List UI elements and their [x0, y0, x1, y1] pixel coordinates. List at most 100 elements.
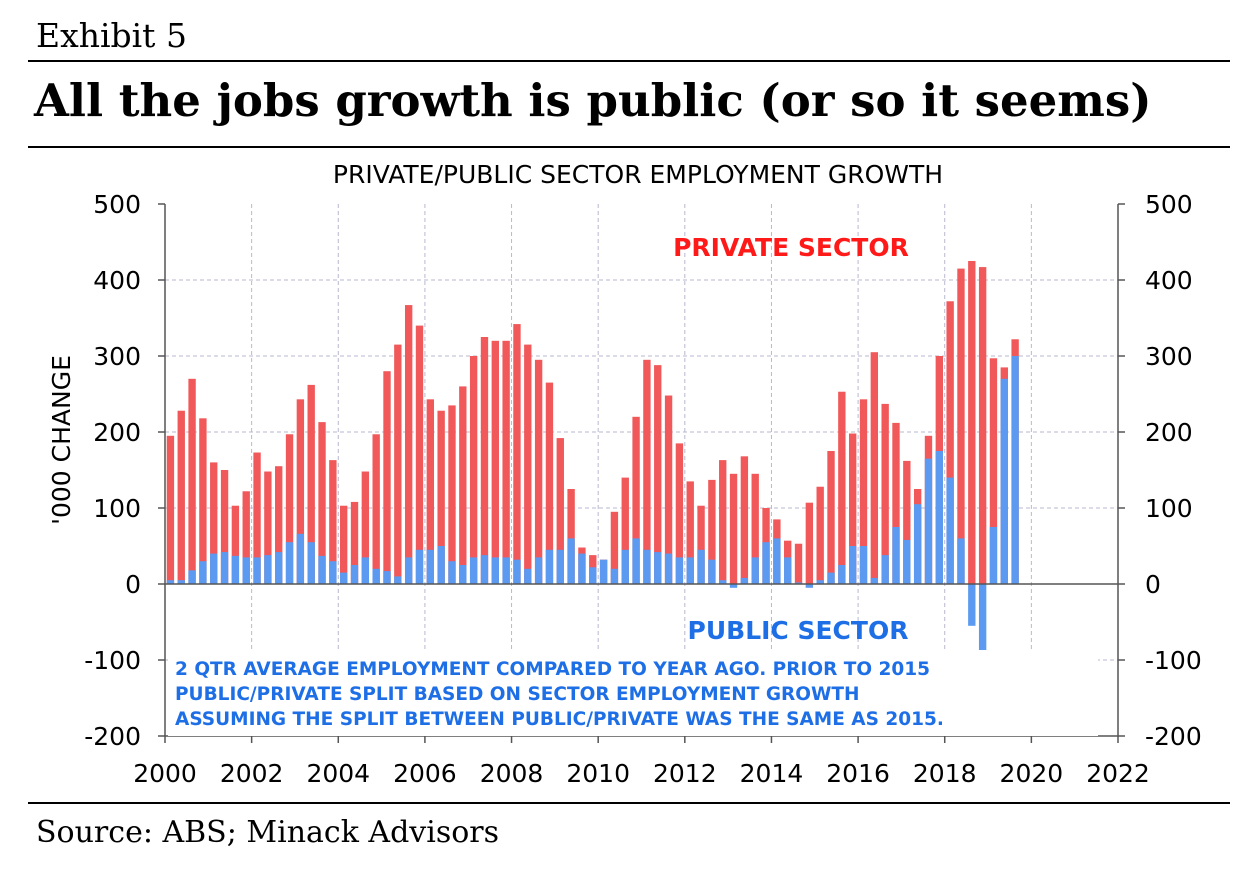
chart-title: PRIVATE/PUBLIC SECTOR EMPLOYMENT GROWTH [333, 160, 943, 189]
private-bar [166, 435, 175, 584]
private-bar [957, 268, 965, 584]
private-bar [610, 511, 619, 584]
public-bar [870, 577, 879, 584]
private-bar [827, 451, 835, 584]
private-bar [480, 337, 489, 584]
private-bar [838, 391, 846, 584]
public-bar [340, 572, 348, 584]
private-bar [502, 340, 510, 584]
x-tick-label: 2020 [1000, 759, 1064, 788]
public-bar [978, 584, 987, 657]
public-bar [231, 555, 240, 584]
footer-rule [28, 802, 1230, 804]
private-bar [372, 434, 380, 584]
y-tick-label-right: 300 [1145, 342, 1193, 371]
private-bar [903, 460, 911, 584]
public-bar [794, 582, 803, 584]
private-bar [848, 433, 857, 584]
public-bar [643, 549, 651, 584]
x-tick-label: 2016 [826, 759, 890, 788]
y-tick-label-left: 200 [93, 418, 141, 447]
public-bar [177, 580, 185, 584]
note-background [168, 650, 1098, 736]
public-bar [448, 561, 456, 584]
public-bar [589, 567, 597, 584]
private-bar [556, 438, 564, 584]
private-bar [892, 422, 900, 584]
y-tick-label-right: 100 [1145, 494, 1193, 523]
private-bar [350, 501, 359, 584]
private-bar [740, 456, 749, 584]
public-bar [740, 577, 749, 584]
private-bar [697, 505, 705, 584]
public-bar [491, 557, 499, 584]
public-bar [404, 557, 413, 584]
private-bar [296, 399, 305, 584]
public-bar [394, 576, 402, 584]
private-bar [664, 395, 673, 584]
private-bar [567, 489, 575, 584]
public-bar [372, 568, 380, 584]
x-tick-label: 2006 [393, 759, 457, 788]
y-tick-label-right: 200 [1145, 418, 1193, 447]
private-bar [426, 399, 435, 584]
public-bar [264, 555, 272, 584]
private-bar [989, 358, 998, 584]
public-bar [751, 557, 759, 584]
private-bar [307, 384, 315, 584]
public-bar [989, 527, 998, 584]
y-tick-label-right: -200 [1145, 722, 1202, 751]
public-bar [697, 549, 705, 584]
public-bar [848, 546, 857, 584]
private-bar [177, 410, 185, 584]
top-rule [28, 60, 1230, 62]
x-tick-label: 2012 [653, 759, 717, 788]
public-bar [903, 539, 911, 584]
public-bar [361, 557, 370, 584]
public-bar [599, 559, 608, 584]
public-bar [805, 584, 814, 588]
source-note: Source: ABS; Minack Advisors [36, 815, 500, 850]
public-bar [469, 557, 478, 584]
private-bar [264, 471, 272, 584]
y-tick-label-left: 100 [93, 494, 141, 523]
public-bar [307, 542, 315, 584]
private-bar [404, 305, 413, 584]
public-bar [220, 552, 229, 584]
note-line-1: 2 QTR AVERAGE EMPLOYMENT COMPARED TO YEA… [175, 659, 930, 680]
private-bar [794, 543, 803, 584]
public-bar [610, 568, 619, 584]
y-tick-label-right: 400 [1145, 266, 1193, 295]
private-bar [199, 418, 207, 584]
public-bar [838, 565, 846, 584]
public-bar [318, 555, 326, 584]
public-bar [502, 557, 510, 584]
private-bar [340, 505, 348, 584]
public-bar [188, 570, 196, 584]
public-bar [350, 565, 359, 584]
private-bar [968, 261, 976, 584]
y-tick-label-left: 400 [93, 266, 141, 295]
private-bar [448, 405, 456, 584]
private-bar [210, 462, 218, 584]
private-bar [469, 356, 478, 584]
public-bar [654, 552, 662, 584]
x-tick-label: 2022 [1086, 759, 1150, 788]
public-bar [881, 555, 889, 584]
public-bar [383, 571, 391, 584]
public-bar [892, 527, 900, 584]
private-bar [729, 473, 738, 584]
public-bar [1000, 378, 1008, 584]
public-bar [242, 557, 250, 584]
private-bar [513, 324, 521, 584]
private-bar [415, 325, 424, 584]
public-bar [784, 557, 792, 584]
private-bar [383, 371, 391, 584]
public-bar [946, 477, 954, 584]
public-bar [762, 542, 770, 584]
public-bar [426, 549, 435, 584]
tick-labels: 500 500 400 400 300 300 200 200 100 100 0 0 -100 -100… [84, 190, 1202, 788]
y-tick-label-right: -100 [1145, 646, 1202, 675]
public-bar [621, 549, 629, 584]
public-bar [708, 559, 716, 584]
